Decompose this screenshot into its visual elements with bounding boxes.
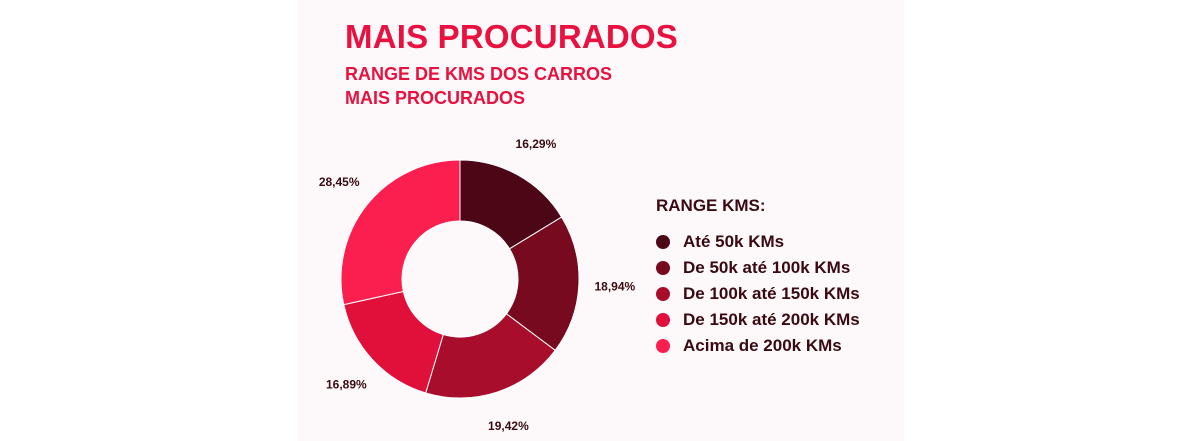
legend-swatch bbox=[656, 261, 670, 275]
subtitle-line-1: RANGE DE KMS DOS CARROS bbox=[345, 64, 613, 84]
legend-label: Até 50k KMs bbox=[683, 232, 785, 251]
data-label-ate-50k-kms: 16,29% bbox=[516, 137, 557, 151]
legend-swatch bbox=[656, 287, 670, 301]
legend-item-de-50k-ate-100k-kms: De 50k até 100k KMs bbox=[656, 255, 860, 281]
donut-slice-de-50k-ate-100k-kms bbox=[505, 216, 580, 352]
data-label-de-50k-ate-100k-kms: 18,94% bbox=[594, 279, 635, 293]
legend: RANGE KMS: Até 50k KMs De 50k até 100k KM… bbox=[656, 196, 860, 359]
page-subtitle: RANGE DE KMS DOS CARROS MAIS PROCURADOS bbox=[345, 62, 612, 110]
legend-item-de-150k-ate-200k-kms: De 150k até 200k KMs bbox=[656, 307, 860, 333]
legend-title: RANGE KMS: bbox=[656, 196, 766, 215]
legend-item-acima-de-200k-kms: Acima de 200k KMs bbox=[656, 333, 860, 359]
legend-label: De 50k até 100k KMs bbox=[683, 258, 851, 277]
legend-label: Acima de 200k KMs bbox=[683, 336, 842, 355]
legend-label: De 150k até 200k KMs bbox=[683, 310, 860, 329]
data-label-acima-de-200k-kms: 28,45% bbox=[319, 175, 360, 189]
legend-swatch bbox=[656, 339, 670, 353]
legend-items: Até 50k KMs De 50k até 100k KMs De 100k at… bbox=[656, 229, 860, 359]
legend-item-de-100k-ate-150k-kms: De 100k até 150k KMs bbox=[656, 281, 860, 307]
legend-label: De 100k até 150k KMs bbox=[683, 284, 860, 303]
legend-item-ate-50k-kms: Até 50k KMs bbox=[656, 229, 860, 255]
data-label-de-100k-ate-150k-kms: 19,42% bbox=[488, 419, 529, 433]
legend-swatch bbox=[656, 313, 670, 327]
page-title: MAIS PROCURADOS bbox=[345, 18, 679, 55]
legend-swatch bbox=[656, 235, 670, 249]
subtitle-line-2: MAIS PROCURADOS bbox=[345, 88, 526, 108]
donut-slice-acima-de-200k-kms bbox=[340, 159, 461, 306]
data-label-de-150k-ate-200k-kms: 16,89% bbox=[326, 377, 367, 391]
